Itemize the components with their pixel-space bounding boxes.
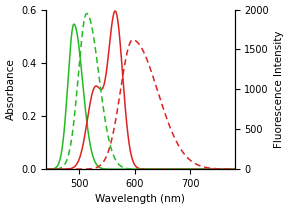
- Y-axis label: Fluorescence Intensity: Fluorescence Intensity: [274, 31, 284, 148]
- Y-axis label: Absorbance: Absorbance: [6, 59, 16, 120]
- X-axis label: Wavelength (nm): Wavelength (nm): [95, 194, 185, 205]
